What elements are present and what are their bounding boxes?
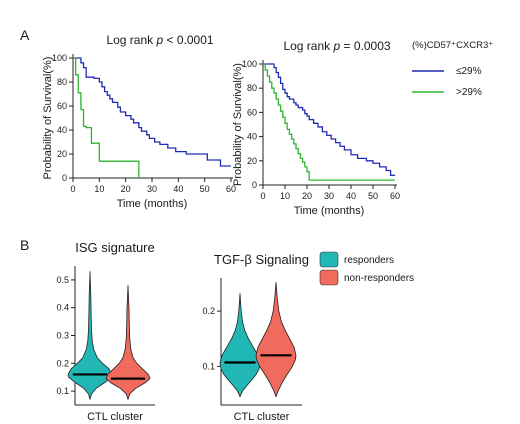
y-tick-label: 0.1 (202, 361, 215, 371)
x-tick-label: 10 (94, 184, 104, 194)
x-tick-label: 20 (121, 184, 131, 194)
violin-nonresponders (105, 285, 151, 400)
x-axis-label: CTL cluster (87, 411, 143, 423)
chart-title-part: p (332, 39, 340, 53)
x-tick-label: 30 (147, 184, 157, 194)
y-axis-label: Probability of Survival(%) (232, 63, 244, 186)
chart-title: Log rank p < 0.0001 (106, 33, 213, 47)
y-tick-label: 60 (57, 101, 67, 111)
y-tick-label: 20 (247, 156, 257, 166)
series-line-gt29 (263, 63, 395, 181)
y-tick-label: 100 (242, 59, 257, 69)
violin-plot-isg: ISG signature 0.1 0.2 0.3 0.4 0.5 CTL cluster (56, 240, 155, 423)
violin-legend-label-nonresponders: non-responders (344, 273, 414, 284)
x-tick-label: 20 (302, 191, 312, 201)
chart-title-part: p (155, 33, 163, 47)
chart-title-part: < 0.0001 (163, 33, 214, 47)
series-line-gt29 (73, 57, 140, 178)
x-axis-label: Time (months) (117, 198, 188, 210)
panel-letter-b: B (20, 237, 29, 253)
panel-letter-a: A (20, 27, 30, 43)
y-tick-label: 0.3 (56, 331, 69, 341)
y-tick-label: 0 (252, 180, 257, 190)
chart-title: ISG signature (75, 240, 155, 255)
chart-title: Log rank p = 0.0003 (283, 39, 390, 53)
x-tick-label: 60 (390, 191, 400, 201)
chart-title-part: = 0.0003 (340, 39, 391, 53)
x-tick-label: 50 (368, 191, 378, 201)
x-tick-label: 10 (280, 191, 290, 201)
violin-plot-tgfb: TGF-β Signaling 0.1 0.2 CTL cluster (202, 252, 308, 423)
y-tick-label: 60 (247, 107, 257, 117)
km-legend-label-gt29: >29% (456, 87, 482, 98)
y-tick-label: 40 (57, 125, 67, 135)
x-tick-label: 0 (260, 191, 265, 201)
violin-legend-swatch-responders (319, 251, 339, 268)
y-tick-label: 0.4 (56, 303, 69, 313)
violin-nonresponders (255, 282, 297, 398)
y-tick-label: 0.1 (56, 386, 69, 396)
y-tick-label: 80 (247, 83, 257, 93)
km-legend: (%)CD57⁺CXCR3⁺ ≤29% >29% (412, 40, 493, 98)
x-tick-label: 50 (200, 184, 210, 194)
series-line-le29 (73, 57, 231, 167)
x-tick-label: 60 (226, 184, 236, 194)
y-tick-label: 100 (52, 53, 67, 63)
chart-title-part: Log rank (106, 33, 156, 47)
violin-responders (219, 293, 261, 398)
y-tick-label: 80 (57, 77, 67, 87)
km-legend-label-le29: ≤29% (456, 66, 482, 77)
y-tick-label: 0 (62, 173, 67, 183)
x-axis-label: Time (months) (294, 205, 365, 217)
chart-title: TGF-β Signaling (214, 252, 309, 267)
violin-legend-swatch-nonresponders (319, 269, 339, 286)
km-legend-title: (%)CD57⁺CXCR3⁺ (412, 40, 493, 51)
y-tick-label: 0.2 (202, 306, 215, 316)
x-axis-label: CTL cluster (234, 411, 290, 423)
x-tick-label: 30 (324, 191, 334, 201)
violin-legend: responders non-responders (319, 251, 414, 286)
violin-legend-label-responders: responders (344, 255, 394, 266)
y-tick-label: 20 (57, 149, 67, 159)
y-tick-label: 40 (247, 132, 257, 142)
y-tick-label: 0.2 (56, 358, 69, 368)
chart-title-part: Log rank (283, 39, 333, 53)
y-axis-label: Probability of Survival(%) (42, 57, 54, 180)
series-line-le29 (263, 63, 395, 176)
km-plot-1: Log rank p < 0.0001 0 20 40 60 80 100 0 10 20 30 40… (42, 33, 236, 210)
x-tick-label: 40 (346, 191, 356, 201)
x-tick-label: 40 (173, 184, 183, 194)
x-tick-label: 0 (70, 184, 75, 194)
y-tick-label: 0.5 (56, 275, 69, 285)
km-plot-2: Log rank p = 0.0003 0 20 40 60 80 100 0 10 20 30 40… (232, 39, 400, 217)
